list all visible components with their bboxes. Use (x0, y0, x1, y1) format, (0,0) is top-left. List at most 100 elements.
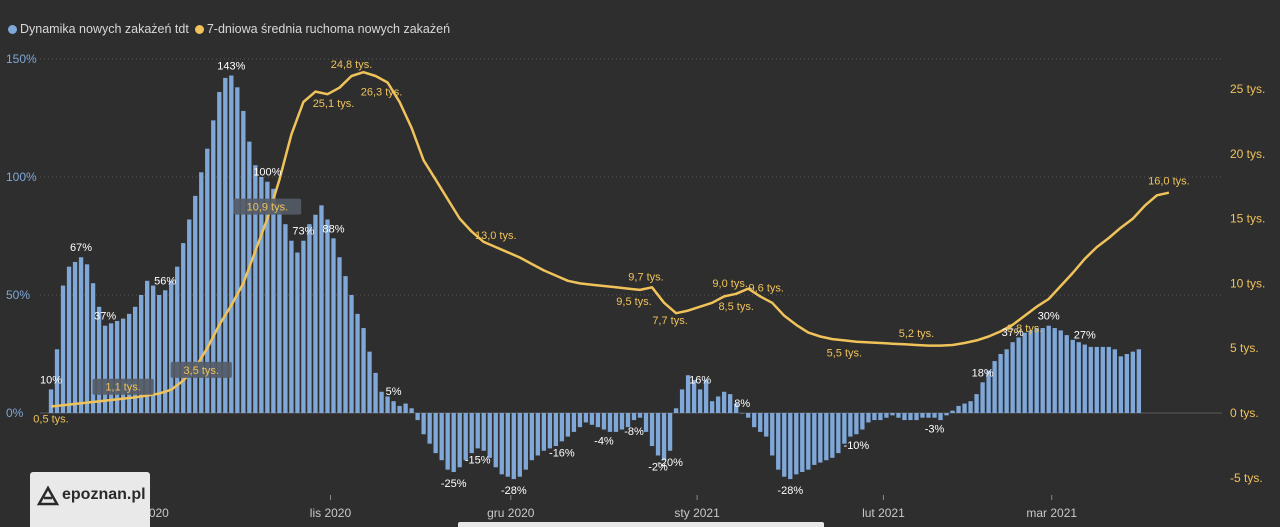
line-label-box (233, 198, 302, 215)
bar (114, 320, 120, 413)
bar (1082, 344, 1087, 413)
bar-label: 73% (292, 226, 314, 238)
bar (950, 410, 955, 413)
bar (289, 240, 294, 413)
bar (439, 413, 444, 461)
bar-label: -25% (441, 478, 467, 490)
bar (343, 276, 348, 413)
bar (1124, 354, 1130, 413)
bar (1010, 342, 1015, 413)
bar (319, 205, 324, 413)
bar (655, 413, 661, 456)
line-label-box (92, 378, 154, 395)
bar-label: 18% (972, 367, 994, 379)
bar (361, 328, 366, 413)
x-tick-label: gru 2020 (487, 506, 535, 520)
bar-label: 143% (217, 61, 245, 73)
bar (169, 280, 174, 413)
bar (373, 372, 378, 413)
bar (193, 195, 198, 413)
bar-label: -8% (624, 426, 644, 438)
bar (649, 413, 655, 447)
bar (379, 391, 384, 413)
bar (559, 413, 565, 442)
line-label: 25,1 tys. (313, 98, 355, 110)
bar (625, 413, 631, 428)
bar (283, 224, 288, 413)
bar-label: -28% (501, 485, 527, 497)
bar (914, 413, 919, 421)
bar (96, 306, 102, 413)
bar (800, 413, 805, 472)
line-label: 0,5 tys. (33, 414, 68, 426)
bar (631, 413, 637, 421)
bar (108, 323, 114, 413)
bottom-scrollbar[interactable] (458, 522, 824, 527)
bar-label: -20% (657, 457, 683, 469)
line-label-box (170, 361, 232, 378)
bar-label: -10% (844, 440, 870, 452)
bar (223, 77, 228, 413)
bar (421, 413, 426, 435)
bar (932, 413, 937, 418)
right-tick-label: 20 tys. (1230, 147, 1265, 161)
bar-label: 8% (734, 398, 750, 410)
bar-label: -4% (594, 436, 614, 448)
bar (607, 413, 613, 432)
right-tick-label: 15 tys. (1230, 212, 1265, 226)
bar (511, 413, 516, 480)
bar (956, 405, 961, 413)
bar (974, 394, 979, 413)
legend: Dynamika nowych zakażeń tdt 7-dniowa śre… (8, 22, 456, 36)
legend-item-line[interactable]: 7-dniowa średnia ruchoma nowych zakażeń (194, 22, 451, 36)
bar (848, 413, 853, 437)
bar (505, 413, 510, 477)
bar (102, 325, 108, 413)
bar (1052, 328, 1057, 413)
bar (253, 165, 258, 413)
bar (1088, 346, 1093, 413)
bar (830, 413, 835, 458)
bar (968, 401, 973, 413)
x-tick-label: lut 2021 (862, 506, 905, 520)
bar (66, 266, 72, 413)
bar (475, 413, 480, 449)
bar (842, 413, 847, 444)
bar (818, 413, 823, 463)
legend-item-bars[interactable]: Dynamika nowych zakażeń tdt (8, 22, 189, 36)
bar (709, 401, 715, 413)
bar-label: 16% (689, 374, 711, 386)
bar (487, 413, 492, 458)
bar (920, 413, 925, 418)
line-label: 13,0 tys. (475, 230, 517, 242)
bar (758, 413, 763, 432)
legend-label-line: 7-dniowa średnia ruchoma nowych zakażeń (206, 22, 451, 36)
bar (926, 413, 931, 418)
line-label: 10,9 tys. (247, 202, 289, 214)
bar (469, 413, 474, 454)
line-label: 8,8 tys. (1007, 323, 1042, 335)
bar (120, 318, 126, 413)
epoznan-logo: epoznan.pl (30, 472, 150, 527)
bar (463, 413, 468, 461)
bar (241, 110, 246, 414)
bar (415, 413, 420, 421)
bar-label: 100% (253, 167, 281, 179)
bar (1076, 342, 1081, 413)
bar-label: -16% (549, 447, 575, 459)
bar-label: 30% (1038, 311, 1060, 323)
bar (157, 295, 162, 413)
bar (1022, 332, 1027, 413)
bar (409, 408, 414, 413)
bar (523, 413, 528, 470)
bar (211, 120, 216, 414)
bar (277, 205, 282, 413)
bar-label: 56% (154, 275, 176, 287)
bar (337, 257, 342, 413)
bar (493, 413, 498, 468)
bar (643, 413, 649, 432)
bar (385, 396, 390, 413)
legend-dot-line (194, 24, 204, 34)
bar (872, 413, 877, 421)
bar (1094, 346, 1099, 413)
